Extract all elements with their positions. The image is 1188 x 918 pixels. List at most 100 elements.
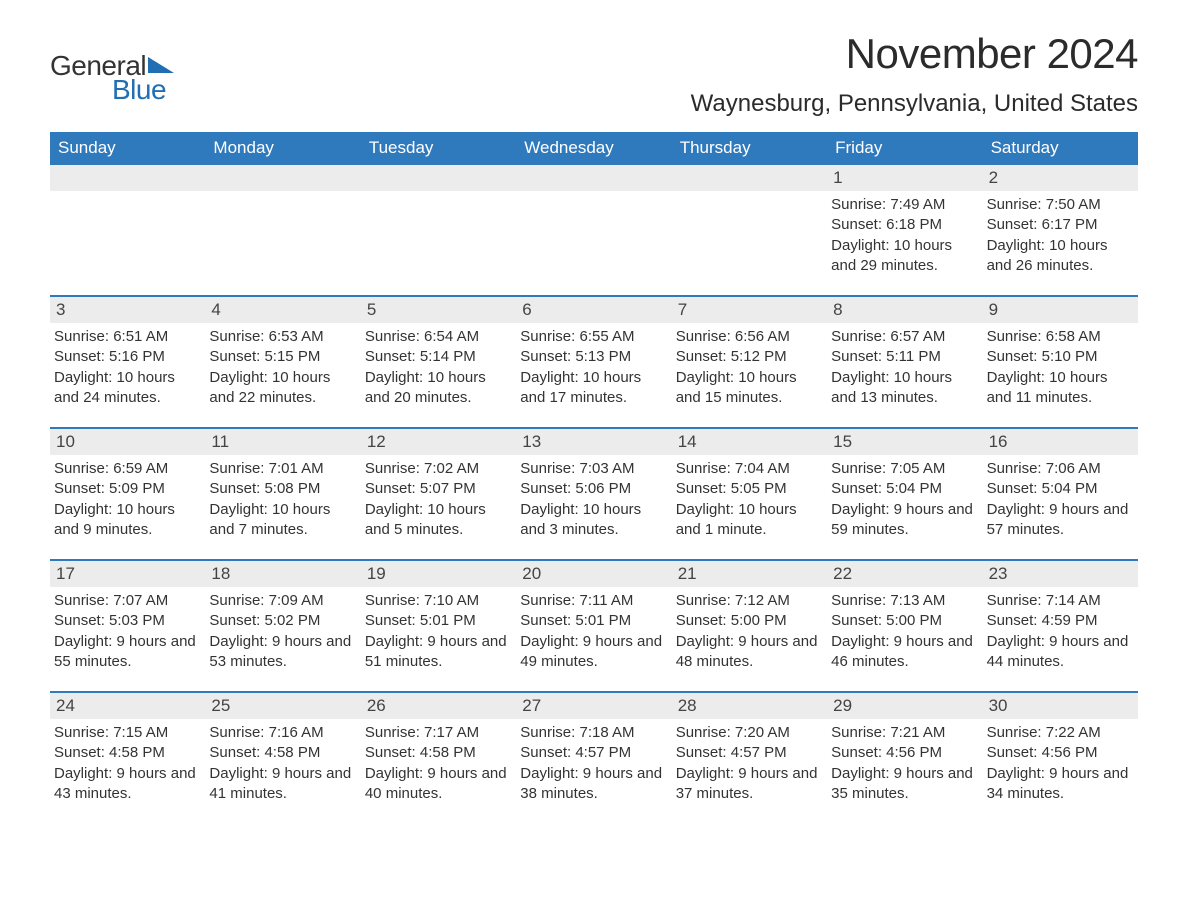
sunrise-line: Sunrise: 7:16 AM: [209, 723, 354, 743]
sunrise-line: Sunrise: 7:04 AM: [676, 459, 821, 479]
sunrise-line: Sunrise: 7:06 AM: [987, 459, 1132, 479]
sunrise-line: Sunrise: 6:55 AM: [520, 327, 665, 347]
calendar-cell: 6Sunrise: 6:55 AMSunset: 5:13 PMDaylight…: [516, 297, 671, 415]
calendar-cell: 18Sunrise: 7:09 AMSunset: 5:02 PMDayligh…: [205, 561, 360, 679]
calendar-cell: 11Sunrise: 7:01 AMSunset: 5:08 PMDayligh…: [205, 429, 360, 547]
calendar-cell: 16Sunrise: 7:06 AMSunset: 5:04 PMDayligh…: [983, 429, 1138, 547]
sunset-line: Sunset: 5:10 PM: [987, 347, 1132, 367]
calendar-cell: 8Sunrise: 6:57 AMSunset: 5:11 PMDaylight…: [827, 297, 982, 415]
sunrise-line: Sunrise: 7:22 AM: [987, 723, 1132, 743]
sunrise-line: Sunrise: 7:01 AM: [209, 459, 354, 479]
sunset-line: Sunset: 5:07 PM: [365, 479, 510, 499]
day-details: Sunrise: 7:06 AMSunset: 5:04 PMDaylight:…: [983, 455, 1138, 544]
sunset-line: Sunset: 6:18 PM: [831, 215, 976, 235]
calendar-cell: 1Sunrise: 7:49 AMSunset: 6:18 PMDaylight…: [827, 165, 982, 283]
calendar-cell: 2Sunrise: 7:50 AMSunset: 6:17 PMDaylight…: [983, 165, 1138, 283]
calendar-cell: 9Sunrise: 6:58 AMSunset: 5:10 PMDaylight…: [983, 297, 1138, 415]
day-number: 3: [50, 297, 205, 323]
calendar-cell: 7 Sunrise: 6:56 AMSunset: 5:12 PMDaylight…: [672, 297, 827, 415]
daylight-line: Daylight: 9 hours and 49 minutes.: [520, 632, 665, 673]
daylight-line: Daylight: 9 hours and 37 minutes.: [676, 764, 821, 805]
page-header: General Blue November 2024 Waynesburg, P…: [50, 30, 1138, 118]
calendar-cell: [50, 165, 205, 283]
day-number: 11: [205, 429, 360, 455]
day-details: Sunrise: 7:10 AMSunset: 5:01 PMDaylight:…: [361, 587, 516, 676]
day-number: 18: [205, 561, 360, 587]
title-block: November 2024 Waynesburg, Pennsylvania, …: [691, 30, 1138, 118]
daylight-line: Daylight: 10 hours and 7 minutes.: [209, 500, 354, 541]
day-details: Sunrise: 7:09 AMSunset: 5:02 PMDaylight:…: [205, 587, 360, 676]
calendar-cell: [672, 165, 827, 283]
day-details: Sunrise: 7:03 AMSunset: 5:06 PMDaylight:…: [516, 455, 671, 544]
day-details: Sunrise: 7:17 AMSunset: 4:58 PMDaylight:…: [361, 719, 516, 808]
day-details: Sunrise: 7:07 AMSunset: 5:03 PMDaylight:…: [50, 587, 205, 676]
sunset-line: Sunset: 5:00 PM: [831, 611, 976, 631]
sunset-line: Sunset: 5:03 PM: [54, 611, 199, 631]
sunset-line: Sunset: 5:00 PM: [676, 611, 821, 631]
day-number: 13: [516, 429, 671, 455]
daylight-line: Daylight: 9 hours and 43 minutes.: [54, 764, 199, 805]
sunset-line: Sunset: 5:01 PM: [365, 611, 510, 631]
sunset-line: Sunset: 5:01 PM: [520, 611, 665, 631]
daylight-line: Daylight: 9 hours and 46 minutes.: [831, 632, 976, 673]
day-number: 14: [672, 429, 827, 455]
daylight-line: Daylight: 9 hours and 35 minutes.: [831, 764, 976, 805]
daylight-line: Daylight: 9 hours and 38 minutes.: [520, 764, 665, 805]
sunrise-line: Sunrise: 6:53 AM: [209, 327, 354, 347]
day-details: Sunrise: 7:49 AMSunset: 6:18 PMDaylight:…: [827, 191, 982, 280]
sunrise-line: Sunrise: 7:02 AM: [365, 459, 510, 479]
day-number-empty: [205, 165, 360, 191]
weekday-header: Friday: [827, 132, 982, 165]
calendar-week: 3Sunrise: 6:51 AMSunset: 5:16 PMDaylight…: [50, 295, 1138, 415]
sunset-line: Sunset: 4:56 PM: [831, 743, 976, 763]
day-number: 16: [983, 429, 1138, 455]
sunrise-line: Sunrise: 6:56 AM: [676, 327, 821, 347]
day-number: 21: [672, 561, 827, 587]
daylight-line: Daylight: 9 hours and 44 minutes.: [987, 632, 1132, 673]
sunset-line: Sunset: 5:04 PM: [831, 479, 976, 499]
day-number: 4: [205, 297, 360, 323]
day-number: 7: [672, 297, 827, 323]
daylight-line: Daylight: 10 hours and 17 minutes.: [520, 368, 665, 409]
day-number: 17: [50, 561, 205, 587]
sunrise-line: Sunrise: 7:05 AM: [831, 459, 976, 479]
calendar-cell: 24Sunrise: 7:15 AMSunset: 4:58 PMDayligh…: [50, 693, 205, 811]
daylight-line: Daylight: 9 hours and 59 minutes.: [831, 500, 976, 541]
calendar-cell: 22Sunrise: 7:13 AMSunset: 5:00 PMDayligh…: [827, 561, 982, 679]
day-number: 12: [361, 429, 516, 455]
sunset-line: Sunset: 5:16 PM: [54, 347, 199, 367]
calendar-cell: 20Sunrise: 7:11 AMSunset: 5:01 PMDayligh…: [516, 561, 671, 679]
calendar-cell: 3Sunrise: 6:51 AMSunset: 5:16 PMDaylight…: [50, 297, 205, 415]
calendar-cell: 10Sunrise: 6:59 AMSunset: 5:09 PMDayligh…: [50, 429, 205, 547]
sunrise-line: Sunrise: 6:58 AM: [987, 327, 1132, 347]
day-number: 22: [827, 561, 982, 587]
calendar-cell: [205, 165, 360, 283]
day-number: 2: [983, 165, 1138, 191]
day-details: Sunrise: 7:50 AMSunset: 6:17 PMDaylight:…: [983, 191, 1138, 280]
sunrise-line: Sunrise: 6:57 AM: [831, 327, 976, 347]
day-details: Sunrise: 7:05 AMSunset: 5:04 PMDaylight:…: [827, 455, 982, 544]
calendar-week: 24Sunrise: 7:15 AMSunset: 4:58 PMDayligh…: [50, 691, 1138, 811]
sunrise-line: Sunrise: 7:14 AM: [987, 591, 1132, 611]
day-number-empty: [50, 165, 205, 191]
day-details: Sunrise: 7:14 AMSunset: 4:59 PMDaylight:…: [983, 587, 1138, 676]
sunset-line: Sunset: 4:59 PM: [987, 611, 1132, 631]
day-details: Sunrise: 7:15 AMSunset: 4:58 PMDaylight:…: [50, 719, 205, 808]
sunrise-line: Sunrise: 7:12 AM: [676, 591, 821, 611]
sunset-line: Sunset: 5:02 PM: [209, 611, 354, 631]
day-details: Sunrise: 6:57 AMSunset: 5:11 PMDaylight:…: [827, 323, 982, 412]
day-details: Sunrise: 7:18 AMSunset: 4:57 PMDaylight:…: [516, 719, 671, 808]
weekday-header: Tuesday: [361, 132, 516, 165]
sunrise-line: Sunrise: 7:17 AM: [365, 723, 510, 743]
daylight-line: Daylight: 10 hours and 9 minutes.: [54, 500, 199, 541]
daylight-line: Daylight: 10 hours and 15 minutes.: [676, 368, 821, 409]
day-details: Sunrise: 6:54 AMSunset: 5:14 PMDaylight:…: [361, 323, 516, 412]
day-details: Sunrise: 6:55 AMSunset: 5:13 PMDaylight:…: [516, 323, 671, 412]
sunset-line: Sunset: 4:56 PM: [987, 743, 1132, 763]
sunset-line: Sunset: 5:12 PM: [676, 347, 821, 367]
sunset-line: Sunset: 5:09 PM: [54, 479, 199, 499]
day-number: 28: [672, 693, 827, 719]
daylight-line: Daylight: 10 hours and 29 minutes.: [831, 236, 976, 277]
weekday-header: Wednesday: [516, 132, 671, 165]
day-number: 24: [50, 693, 205, 719]
